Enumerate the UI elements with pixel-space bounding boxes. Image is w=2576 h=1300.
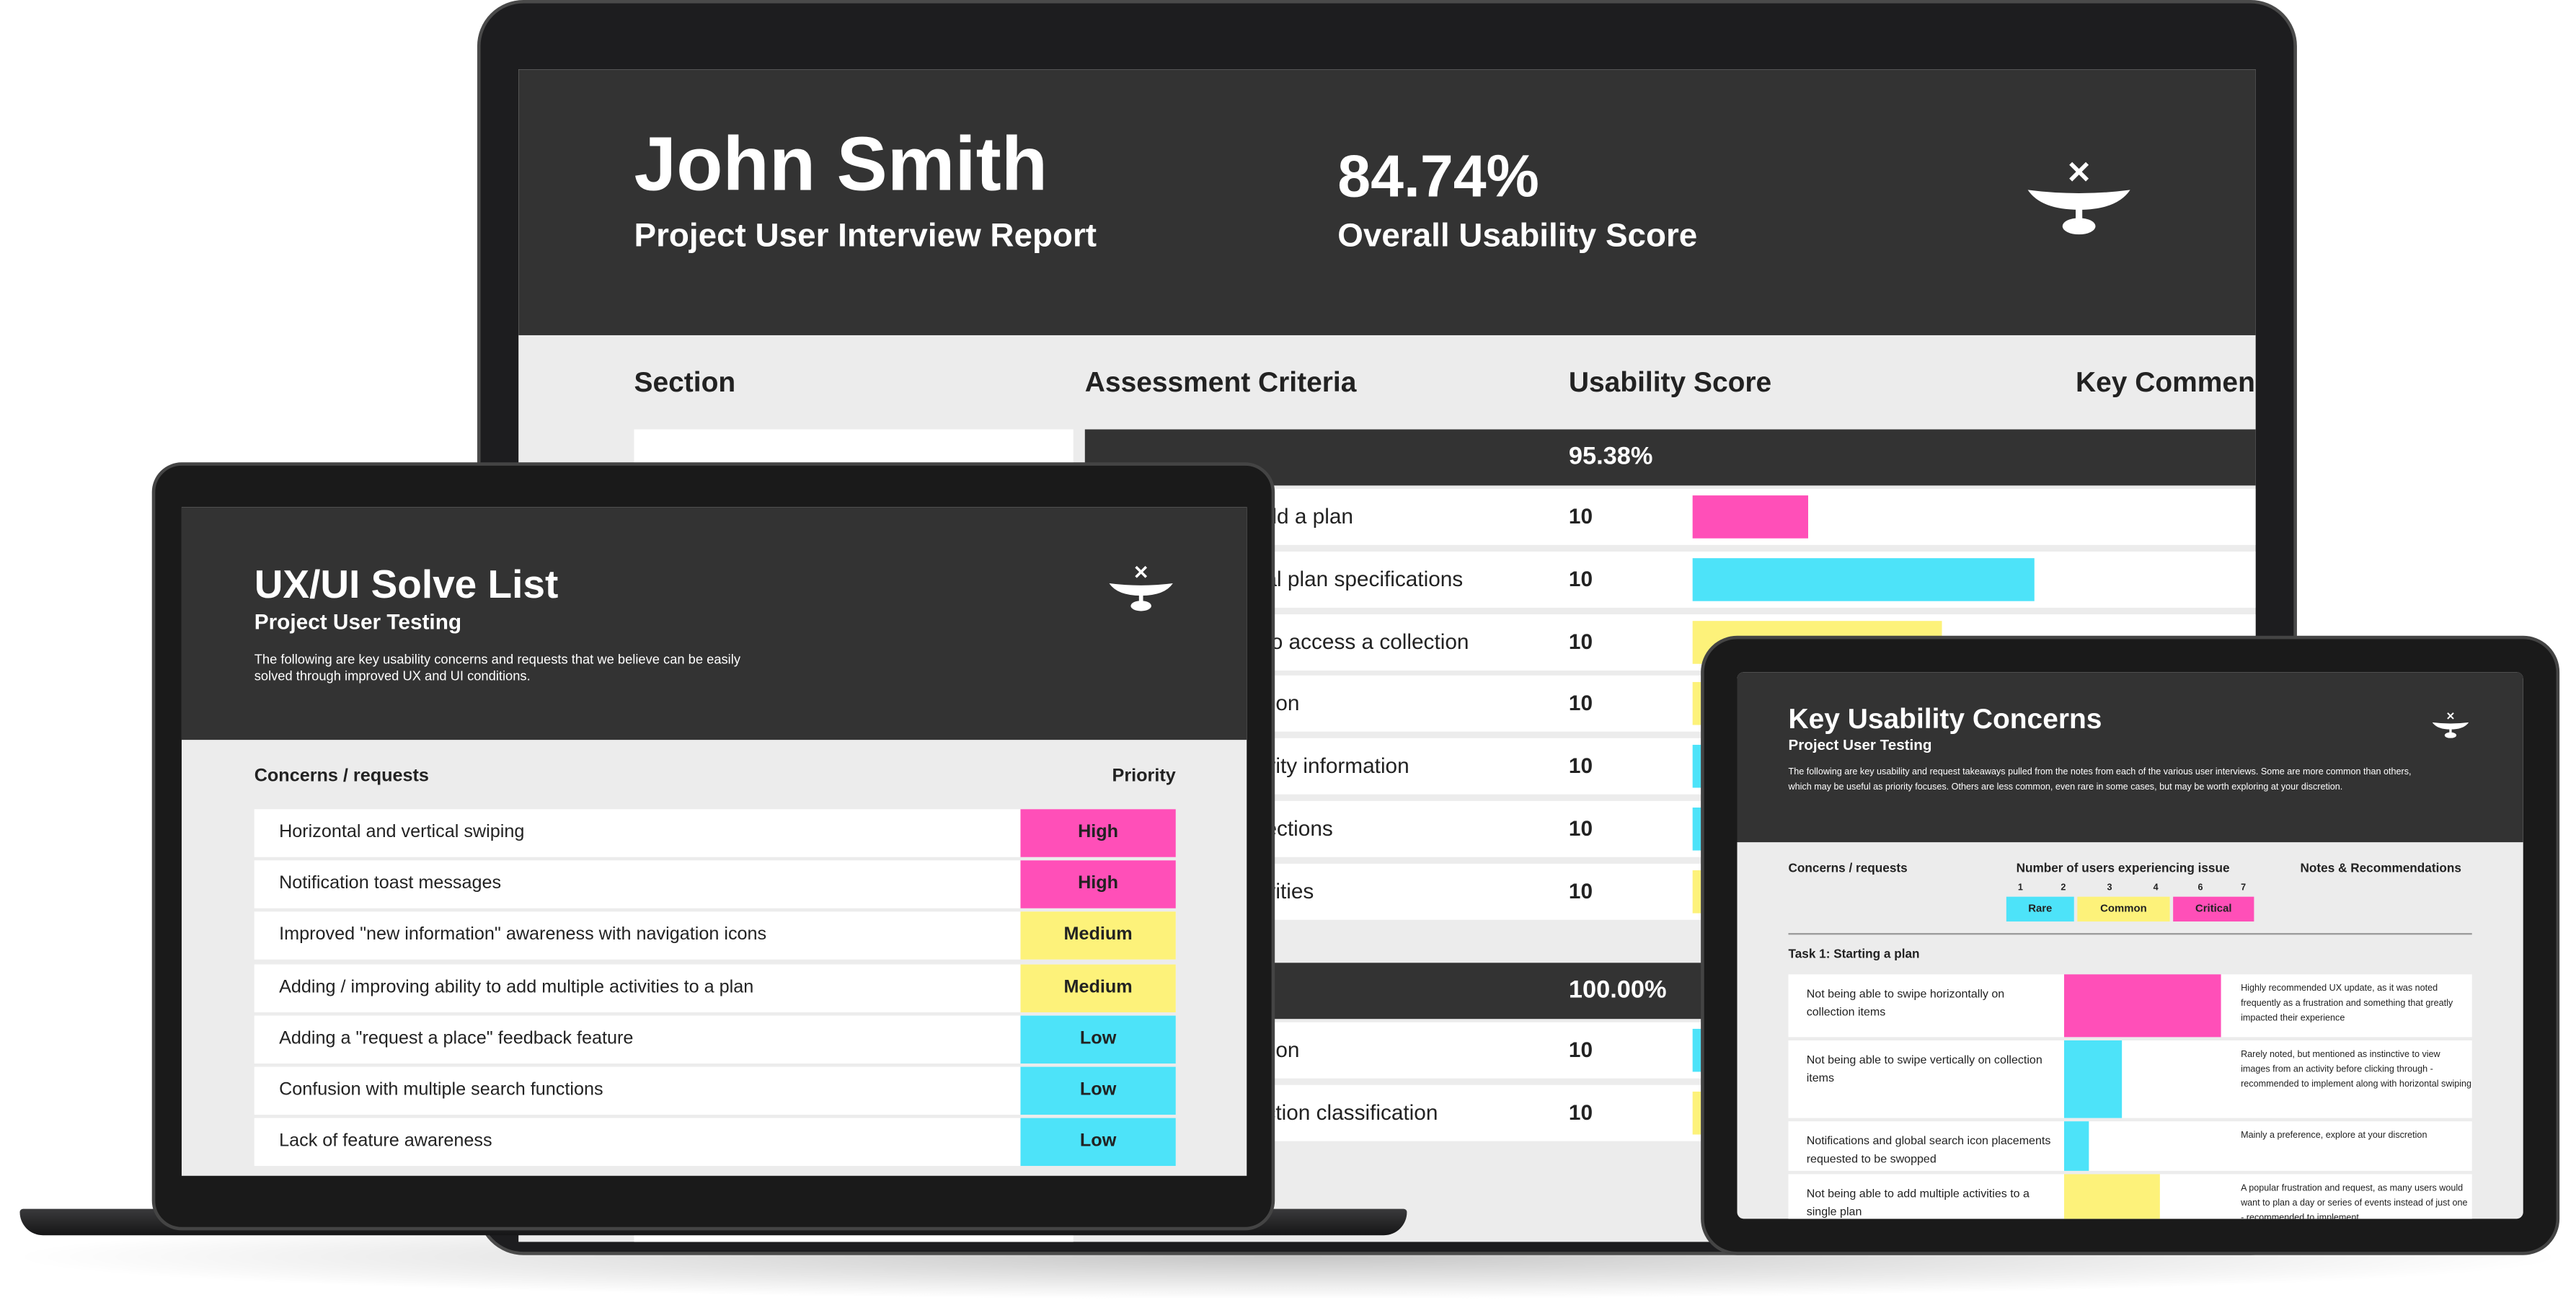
priority: Low (1020, 1066, 1176, 1115)
concerns-title: Key Usability Concerns (1788, 703, 2102, 735)
issue-concern: Notifications and global search icon pla… (1806, 1136, 2051, 1167)
group-row (1084, 429, 2256, 486)
criteria: dd a plan (1265, 503, 1353, 529)
issue-notes: A popular frustration and request, as ma… (2241, 1184, 2468, 1219)
logo (2430, 712, 2470, 738)
solve-subtitle: Project User Testing (254, 609, 462, 634)
group-score: 100.00% (1568, 976, 1667, 1004)
priority: Medium (1020, 963, 1176, 1012)
tablet-header (1737, 672, 2523, 843)
issue-row (1788, 1121, 2472, 1171)
report-subtitle: Project User Interview Report (634, 218, 1097, 255)
legend-number: 4 (2153, 883, 2159, 894)
report-name: John Smith (634, 120, 1048, 207)
score-bar (1692, 557, 2035, 601)
issue-notes: Mainly a preference, explore at your dis… (2241, 1131, 2427, 1141)
legend-item: Common (2077, 896, 2170, 922)
criteria: al plan specifications (1265, 566, 1464, 591)
tablet-screen: Key Usability Concerns Project User Test… (1737, 672, 2523, 1219)
issue-notes: Highly recommended UX update, as it was … (2241, 984, 2453, 1025)
concern: Adding / improving ability to add multip… (279, 976, 754, 997)
criteria-score: 10 (1568, 1099, 1593, 1125)
laptop-screen: UX/UI Solve List Project User Testing Th… (181, 507, 1247, 1176)
concerns-description: The following are key usability and requ… (1788, 768, 2412, 793)
logo (1107, 565, 1176, 611)
column-header: Usability Score (1568, 366, 1772, 398)
column-header: Concerns / requests (1788, 860, 1908, 875)
monitor-header (518, 69, 2256, 335)
legend-number: 3 (2107, 883, 2112, 894)
divider (1788, 933, 2472, 935)
legend-item: Rare (2006, 896, 2074, 922)
criteria-score: 10 (1568, 815, 1593, 841)
concern: Notification toast messages (279, 874, 502, 894)
task-heading: Task 1: Starting a plan (1788, 946, 1920, 962)
criteria: vity information (1265, 753, 1409, 779)
column-header: Key Commen (2076, 366, 2255, 398)
legend-item: Critical (2173, 896, 2254, 922)
criteria-score: 10 (1568, 1037, 1593, 1062)
solve-title: UX/UI Solve List (254, 563, 559, 608)
legend-number: 7 (2241, 883, 2247, 894)
concern: Lack of feature awareness (279, 1131, 492, 1151)
column-header: Concerns / requests (254, 766, 429, 787)
column-header: Assessment Criteria (1084, 366, 1357, 398)
concern: Horizontal and vertical swiping (279, 822, 525, 843)
laptop-header (181, 507, 1247, 740)
criteria: ections (1265, 815, 1333, 841)
concerns-subtitle: Project User Testing (1788, 736, 1932, 753)
concern: Improved "new information" awareness wit… (279, 925, 767, 946)
legend-number: 2 (2061, 883, 2066, 894)
solve-description: The following are key usability concerns… (254, 652, 740, 684)
issue-concern: Not being able to swipe vertically on co… (1806, 1055, 2042, 1085)
logo (2024, 160, 2133, 235)
criteria-row (1084, 551, 2256, 608)
issue-row (1788, 1040, 2472, 1118)
legend-number: 6 (2197, 883, 2203, 894)
priority: Medium (1020, 912, 1176, 960)
issue-bar (2064, 1040, 2123, 1118)
priority: High (1020, 860, 1176, 909)
criteria-score: 10 (1568, 753, 1593, 779)
column-header: Priority (1112, 766, 1176, 787)
issue-bar (2064, 974, 2221, 1038)
criteria-score: 10 (1568, 566, 1593, 591)
criteria-score: 10 (1568, 503, 1593, 529)
priority: Low (1020, 1015, 1176, 1064)
score-bar (1692, 495, 1808, 539)
overall-score-label: Overall Usability Score (1337, 218, 1698, 255)
concern: Adding a "request a place" feedback feat… (279, 1028, 634, 1048)
issue-concern: Not being able to add multiple activitie… (1806, 1189, 2030, 1219)
criteria: to access a collection (1265, 628, 1469, 654)
priority: Low (1020, 1118, 1176, 1167)
column-header: Notes & Recommendations (2300, 860, 2461, 875)
criteria-score: 10 (1568, 691, 1593, 716)
criteria-row (1084, 488, 2256, 545)
issue-notes: Rarely noted, but mentioned as instincti… (2241, 1050, 2472, 1090)
concern: Confusion with multiple search functions (279, 1079, 603, 1100)
column-header: Number of users experiencing issue (2016, 860, 2230, 875)
criteria-score: 10 (1568, 878, 1593, 903)
criteria-score: 10 (1568, 628, 1593, 654)
issue-concern: Not being able to swipe horizontally on … (1806, 989, 2005, 1020)
priority: High (1020, 809, 1176, 857)
issue-bar (2064, 1121, 2089, 1171)
legend-number: 1 (2017, 883, 2023, 894)
column-header: Section (634, 366, 736, 398)
criteria: ction classification (1265, 1099, 1438, 1125)
overall-score: 84.74% (1337, 141, 1539, 210)
group-score: 95.38% (1568, 442, 1653, 471)
issue-bar (2064, 1174, 2160, 1219)
